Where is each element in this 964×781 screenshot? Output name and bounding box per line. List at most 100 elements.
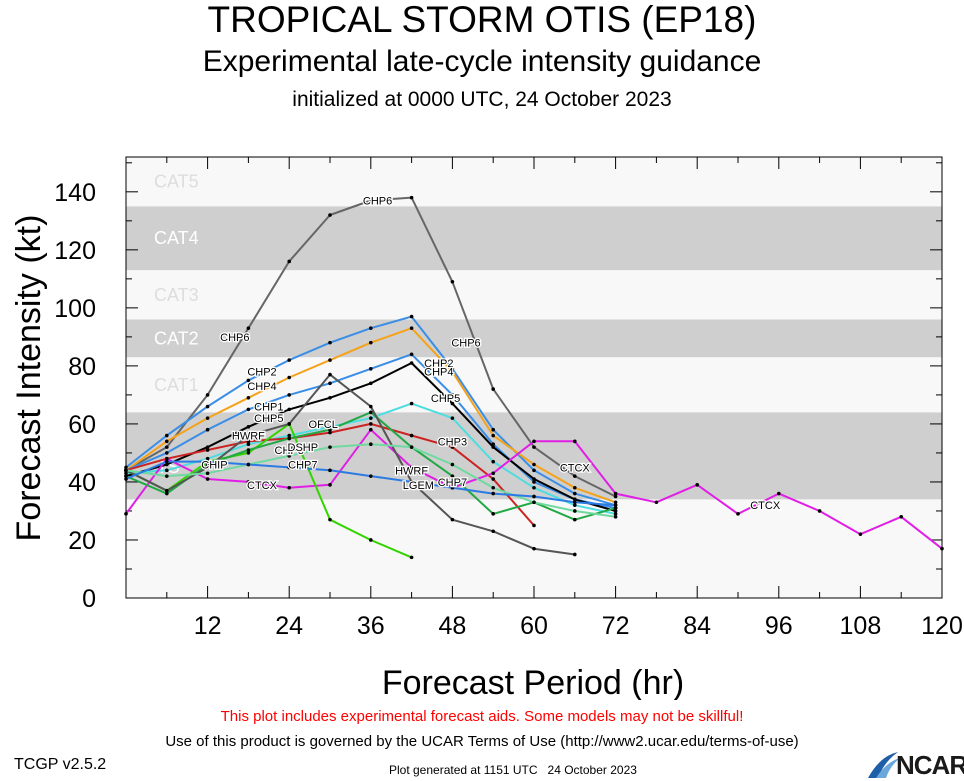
point-chp1 — [450, 393, 455, 397]
x-tick-label: 96 — [765, 612, 793, 640]
point-lgem — [165, 459, 169, 464]
point-chp2 — [573, 491, 577, 496]
x-axis-label: Forecast Period (hr) — [382, 664, 684, 700]
y-tick-label: 140 — [54, 179, 96, 207]
point-lgem — [613, 503, 618, 507]
point-chp2 — [409, 314, 414, 319]
point-chp6 — [287, 259, 292, 264]
point-ofcl — [328, 372, 332, 377]
series-label-chp5: CHP5 — [254, 413, 283, 425]
point-chp5 — [491, 445, 496, 449]
point-chp6 — [165, 445, 169, 449]
series-label-chp3: CHP3 — [438, 436, 467, 448]
point-dshp — [124, 468, 128, 473]
x-tick-label: 60 — [520, 612, 548, 640]
point-lgem — [409, 480, 414, 484]
x-tick-label: 12 — [194, 612, 222, 640]
band-label-cat2: CAT2 — [154, 328, 199, 348]
point-hwrf — [450, 445, 455, 449]
point-chp5 — [409, 361, 414, 365]
x-tick-label: 48 — [438, 612, 466, 640]
series-dshp — [124, 442, 618, 519]
point-ctcx — [124, 512, 128, 516]
point-chp4 — [287, 375, 292, 380]
point-ctcx — [205, 477, 210, 481]
point-chp5 — [613, 509, 618, 513]
point-hwrf — [246, 439, 251, 444]
point-ofcl — [573, 552, 577, 557]
point-chp4 — [491, 433, 496, 438]
point-chp5 — [165, 462, 169, 467]
point-chp3 — [369, 416, 373, 420]
point-lgem — [573, 500, 577, 505]
point-lgem — [532, 494, 536, 499]
point-ctcx — [736, 512, 740, 516]
point-chp2 — [124, 465, 128, 470]
point-ctcx — [695, 483, 699, 487]
point-chip — [369, 538, 373, 542]
point-chp5 — [287, 407, 292, 412]
point-chp5 — [450, 401, 455, 406]
y-axis-label: Forecast Intensity (kt) — [10, 215, 48, 542]
axis-labels: Forecast Period (hr) Forecast Intensity … — [10, 215, 684, 700]
point-chp6 — [613, 494, 618, 499]
point-ctcx — [613, 491, 618, 496]
series-label-chp4: CHP4 — [247, 381, 276, 393]
generated-text: Plot generated at 1151 UTC 24 October 20… — [389, 763, 637, 777]
point-dshp — [450, 462, 455, 467]
point-chp5 — [532, 477, 536, 481]
point-dshp — [409, 445, 414, 449]
series-label-ctcx: CTCX — [247, 480, 278, 492]
point-chp7 — [246, 448, 251, 452]
point-chp6 — [246, 326, 251, 330]
point-chp7 — [124, 474, 128, 478]
line-ofcl — [125, 373, 575, 556]
point-chp1 — [246, 407, 251, 412]
point-chp3 — [491, 459, 496, 464]
point-chp3 — [532, 485, 536, 490]
band-cat2 — [126, 319, 942, 358]
band-label-cat5: CAT5 — [154, 172, 199, 192]
point-chp5 — [246, 425, 251, 429]
x-tick-label: 72 — [602, 612, 630, 640]
series-label-chp6: CHP6 — [451, 338, 480, 350]
point-chp7 — [491, 512, 496, 516]
point-ctcx — [491, 471, 496, 476]
ncar-logo: NCAR — [866, 750, 964, 780]
point-chp3 — [205, 456, 210, 461]
point-chp3 — [613, 512, 618, 516]
point-chp6 — [491, 387, 496, 391]
point-chp4 — [165, 439, 169, 444]
series-label-chp6: CHP6 — [363, 196, 392, 208]
point-chp7 — [328, 427, 332, 432]
point-dshp — [205, 471, 210, 476]
init-time: initialized at 0000 UTC, 24 October 2023 — [292, 88, 672, 111]
point-chp7 — [613, 506, 618, 510]
series-chp3 — [124, 401, 618, 516]
point-ctcx — [532, 439, 536, 444]
series-label-chp1: CHP1 — [254, 402, 283, 414]
y-tick-label: 80 — [68, 353, 96, 381]
point-chp6 — [573, 474, 577, 478]
chart-title: TROPICAL STORM OTIS (EP18) — [207, 0, 757, 40]
series-label-hwrf: HWRF — [395, 465, 428, 477]
point-chp1 — [369, 366, 373, 371]
series-label-lgem: LGEM — [403, 480, 434, 492]
point-ofcl — [532, 546, 536, 551]
version-text: TCGP v2.5.2 — [14, 756, 107, 773]
series-label-chip: CHIP — [201, 460, 227, 472]
y-tick-label: 120 — [54, 237, 96, 265]
point-chp7 — [450, 474, 455, 478]
point-chp3 — [450, 416, 455, 420]
logo-text: NCAR — [896, 750, 964, 780]
point-lgem — [450, 485, 455, 490]
point-chp4 — [613, 500, 618, 505]
point-chp5 — [369, 381, 373, 386]
warning-text: This plot includes experimental forecast… — [220, 708, 744, 725]
point-chp6 — [450, 279, 455, 284]
series-label-dshp: DSHP — [288, 442, 319, 454]
point-chp2 — [205, 404, 210, 409]
band-cat1 — [126, 357, 942, 413]
